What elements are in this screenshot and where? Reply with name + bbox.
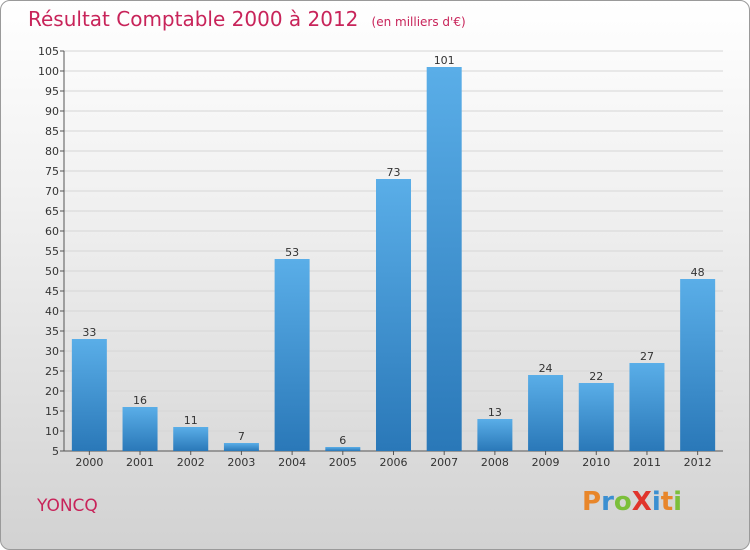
bar-2001 bbox=[122, 407, 158, 451]
x-tick-label: 2003 bbox=[227, 456, 255, 469]
bar-2012 bbox=[680, 279, 716, 451]
bar-2007 bbox=[426, 67, 462, 451]
x-tick-label: 2011 bbox=[633, 456, 661, 469]
title-text: Résultat Comptable 2000 à 2012 bbox=[28, 7, 359, 31]
x-tick-label: 2010 bbox=[582, 456, 610, 469]
value-label: 7 bbox=[238, 430, 245, 443]
y-tick-label: 100 bbox=[38, 65, 59, 78]
y-tick-label: 60 bbox=[45, 225, 59, 238]
commune-name: YONCQ bbox=[37, 496, 98, 516]
bar-2006 bbox=[376, 179, 411, 451]
y-tick-label: 20 bbox=[45, 385, 59, 398]
chart-title: Résultat Comptable 2000 à 2012 (en milli… bbox=[28, 7, 466, 31]
bar-2010 bbox=[578, 383, 614, 451]
y-tick-label: 25 bbox=[45, 365, 59, 378]
value-label: 22 bbox=[589, 370, 603, 383]
value-label: 16 bbox=[133, 394, 147, 407]
brand-letter: X bbox=[631, 487, 652, 517]
x-tick-label: 2006 bbox=[380, 456, 408, 469]
x-tick-label: 2004 bbox=[278, 456, 306, 469]
x-tick-label: 2002 bbox=[177, 456, 205, 469]
bar-2009 bbox=[528, 375, 564, 451]
bar-2005 bbox=[325, 447, 361, 451]
y-tick-label: 15 bbox=[45, 405, 59, 418]
x-tick-label: 2005 bbox=[329, 456, 357, 469]
y-tick-label: 35 bbox=[45, 325, 59, 338]
y-tick-label: 45 bbox=[45, 285, 59, 298]
y-tick-label: 50 bbox=[45, 265, 59, 278]
x-tick-label: 2008 bbox=[481, 456, 509, 469]
y-tick-label: 5 bbox=[52, 445, 59, 458]
value-label: 53 bbox=[285, 246, 299, 259]
value-label: 11 bbox=[184, 414, 198, 427]
y-tick-label: 30 bbox=[45, 345, 59, 358]
brand-letter: i bbox=[673, 487, 683, 517]
y-tick-label: 65 bbox=[45, 205, 59, 218]
x-tick-label: 2009 bbox=[532, 456, 560, 469]
value-label: 24 bbox=[539, 362, 553, 375]
y-tick-label: 10 bbox=[45, 425, 59, 438]
brand-letter: t bbox=[660, 487, 674, 517]
y-tick-label: 105 bbox=[38, 45, 59, 58]
bar-2011 bbox=[629, 363, 665, 451]
y-tick-label: 85 bbox=[45, 125, 59, 138]
x-tick-label: 2000 bbox=[75, 456, 103, 469]
brand-logo: ProXiti bbox=[582, 487, 682, 517]
y-tick-label: 75 bbox=[45, 165, 59, 178]
value-label: 13 bbox=[488, 406, 502, 419]
bar-2000 bbox=[71, 339, 107, 451]
value-label: 6 bbox=[339, 434, 346, 447]
brand-letter: o bbox=[613, 487, 632, 517]
value-label: 33 bbox=[82, 326, 96, 339]
y-tick-label: 95 bbox=[45, 85, 59, 98]
bar-2003 bbox=[223, 443, 259, 451]
value-label: 48 bbox=[691, 266, 705, 279]
bar-2008 bbox=[477, 419, 513, 451]
y-tick-label: 80 bbox=[45, 145, 59, 158]
x-tick-label: 2001 bbox=[126, 456, 154, 469]
bar-2002 bbox=[173, 427, 209, 451]
y-tick-label: 90 bbox=[45, 105, 59, 118]
value-label: 27 bbox=[640, 350, 654, 363]
y-tick-label: 40 bbox=[45, 305, 59, 318]
x-tick-label: 2012 bbox=[684, 456, 712, 469]
y-tick-label: 55 bbox=[45, 245, 59, 258]
x-tick-label: 2007 bbox=[430, 456, 458, 469]
labels: 5 10 15 20 25 30 35 40 45 50 55 60 65 70 75 80 85 90 95 100… bbox=[38, 45, 712, 469]
brand-letter: P bbox=[582, 487, 602, 517]
y-tick-label: 70 bbox=[45, 185, 59, 198]
brand-letter: r bbox=[601, 487, 614, 517]
unit-label: (en milliers d'€) bbox=[371, 15, 466, 29]
bar-2004 bbox=[274, 259, 310, 451]
brand-letter: i bbox=[651, 487, 661, 517]
bars bbox=[71, 67, 716, 451]
value-label: 73 bbox=[387, 166, 401, 179]
value-label: 101 bbox=[434, 54, 455, 67]
